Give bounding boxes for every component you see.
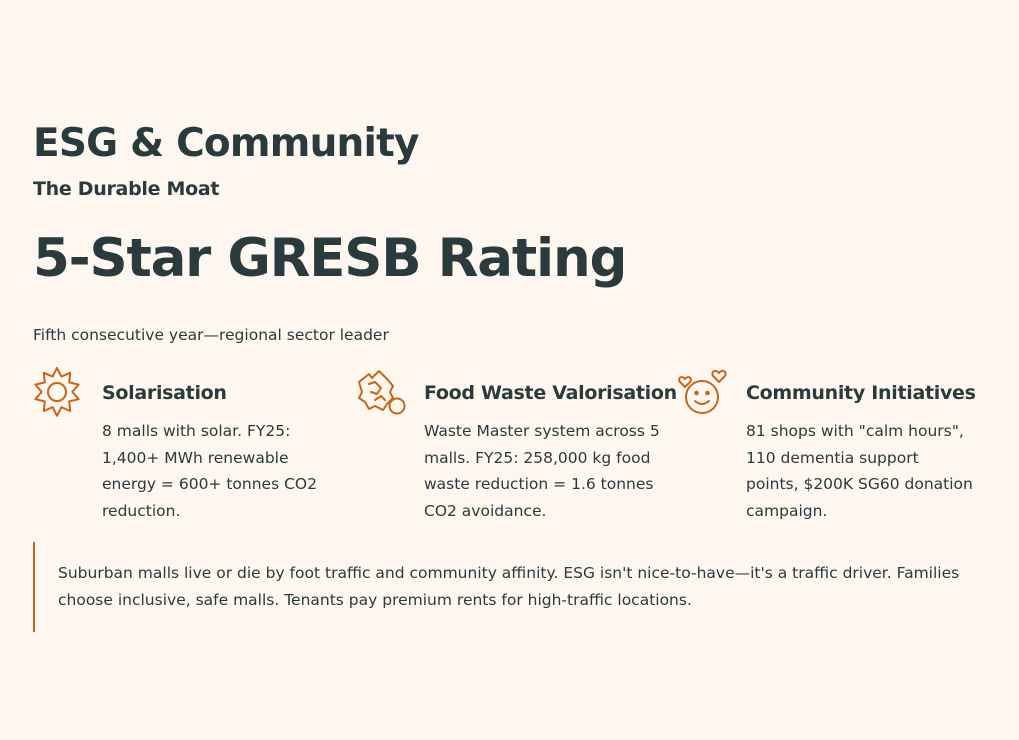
feature-title: Community Initiatives	[746, 382, 976, 404]
food-waste-icon	[355, 366, 407, 418]
feature-body: Waste Master system across 5 malls. FY25…	[424, 422, 660, 520]
feature-body: 81 shops with "calm hours", 110 dementia…	[746, 422, 973, 520]
feature-title: Food Waste Valorisation	[424, 382, 677, 404]
headline: 5-Star GRESB Rating	[33, 228, 627, 289]
page-subtitle: The Durable Moat	[33, 178, 220, 200]
feature-title: Solarisation	[102, 382, 227, 404]
page-title: ESG & Community	[33, 121, 419, 166]
feature-community: Community Initiatives 81 shops with "cal…	[677, 366, 997, 526]
callout-quote: Suburban malls live or die by foot traff…	[33, 542, 985, 632]
feature-solarisation: Solarisation 8 malls with solar. FY25: 1…	[33, 366, 353, 526]
feature-body: 8 malls with solar. FY25: 1,400+ MWh ren…	[102, 422, 317, 520]
smiley-hearts-icon	[677, 366, 729, 418]
sun-icon	[33, 366, 85, 418]
callout-text: Suburban malls live or die by foot traff…	[58, 564, 960, 609]
slide: ESG & Community The Durable Moat 5-Star …	[33, 0, 993, 740]
feature-food-waste: Food Waste Valorisation Waste Master sys…	[355, 366, 677, 526]
headline-subtext: Fifth consecutive year—regional sector l…	[33, 326, 389, 344]
